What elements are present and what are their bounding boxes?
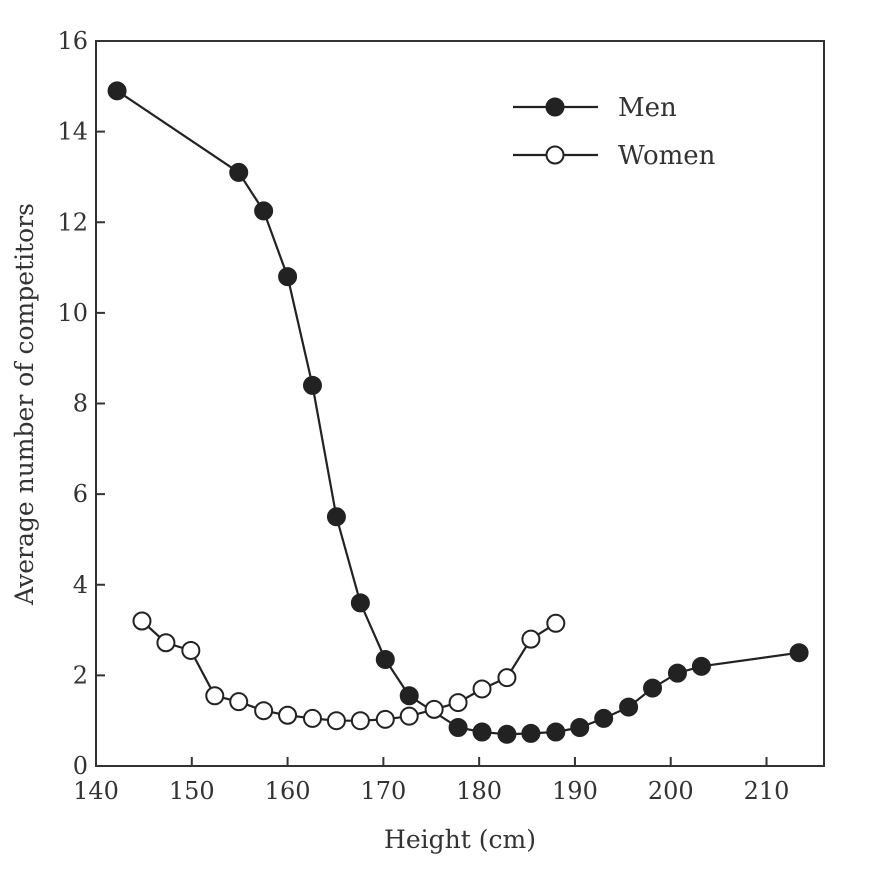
men-point — [594, 708, 614, 728]
x-tick-label: 170 — [360, 777, 406, 805]
legend-marker — [545, 145, 565, 165]
y-axis-title: Average number of competitors — [10, 203, 39, 606]
men-point — [497, 724, 517, 744]
women-point — [278, 705, 298, 725]
men-point — [107, 81, 127, 101]
men-point — [399, 686, 419, 706]
y-axis: 0 2 4 6 8 10 12 14 16 — [57, 27, 105, 780]
y-tick-label: 0 — [73, 752, 88, 780]
series-layer — [107, 81, 809, 744]
y-tick-label: 14 — [57, 118, 88, 146]
x-tick-label: 160 — [265, 777, 311, 805]
y-tick-label: 16 — [57, 27, 88, 55]
men-point — [546, 722, 566, 742]
series-women — [132, 611, 566, 731]
men-point — [375, 650, 395, 670]
legend-item-men: Men — [513, 93, 677, 123]
y-tick-label: 6 — [73, 480, 88, 508]
women-point — [302, 708, 322, 728]
women-point — [181, 640, 201, 660]
men-point — [570, 717, 590, 737]
x-tick-label: 200 — [648, 777, 694, 805]
men-line — [116, 89, 800, 736]
men-point — [302, 375, 322, 395]
legend-marker — [545, 97, 565, 117]
men-point — [350, 593, 370, 613]
y-tick-label: 12 — [57, 208, 88, 236]
legend-label: Women — [618, 141, 716, 171]
women-point — [521, 629, 541, 649]
women-point — [156, 633, 176, 653]
men-point — [326, 507, 346, 527]
men-point — [643, 678, 663, 698]
y-tick-label: 4 — [73, 571, 88, 599]
women-point — [375, 709, 395, 729]
x-tick-label: 150 — [169, 777, 215, 805]
women-point — [205, 686, 225, 706]
men-point — [521, 723, 541, 743]
y-tick-label: 8 — [73, 390, 88, 418]
women-point — [399, 706, 419, 726]
men-point — [667, 663, 687, 683]
men-point — [691, 656, 711, 676]
women-point — [254, 701, 274, 721]
x-axis-title: Height (cm) — [384, 825, 536, 854]
men-point — [278, 267, 298, 287]
men-point — [472, 722, 492, 742]
x-tick-label: 190 — [552, 777, 598, 805]
series-men — [107, 81, 809, 744]
women-point — [326, 711, 346, 731]
women-point — [448, 693, 468, 713]
x-tick-label: 140 — [73, 777, 119, 805]
men-point — [254, 201, 274, 221]
x-axis: 140 150 160 170 180 190 200 210 — [73, 757, 789, 805]
x-tick-label: 210 — [744, 777, 790, 805]
legend: Men Women — [513, 93, 716, 171]
women-line — [141, 620, 557, 722]
women-point — [350, 711, 370, 731]
y-tick-label: 10 — [57, 299, 88, 327]
legend-label: Men — [618, 93, 677, 123]
women-point — [546, 613, 566, 633]
women-point — [472, 679, 492, 699]
men-point — [789, 643, 809, 663]
women-point — [132, 611, 152, 631]
legend-item-women: Women — [513, 141, 716, 171]
men-point — [619, 697, 639, 717]
women-point — [424, 699, 444, 719]
men-point — [229, 162, 249, 182]
y-tick-label: 2 — [73, 661, 88, 689]
men-point — [448, 717, 468, 737]
women-point — [229, 692, 249, 712]
x-tick-label: 180 — [456, 777, 502, 805]
women-point — [497, 668, 517, 688]
